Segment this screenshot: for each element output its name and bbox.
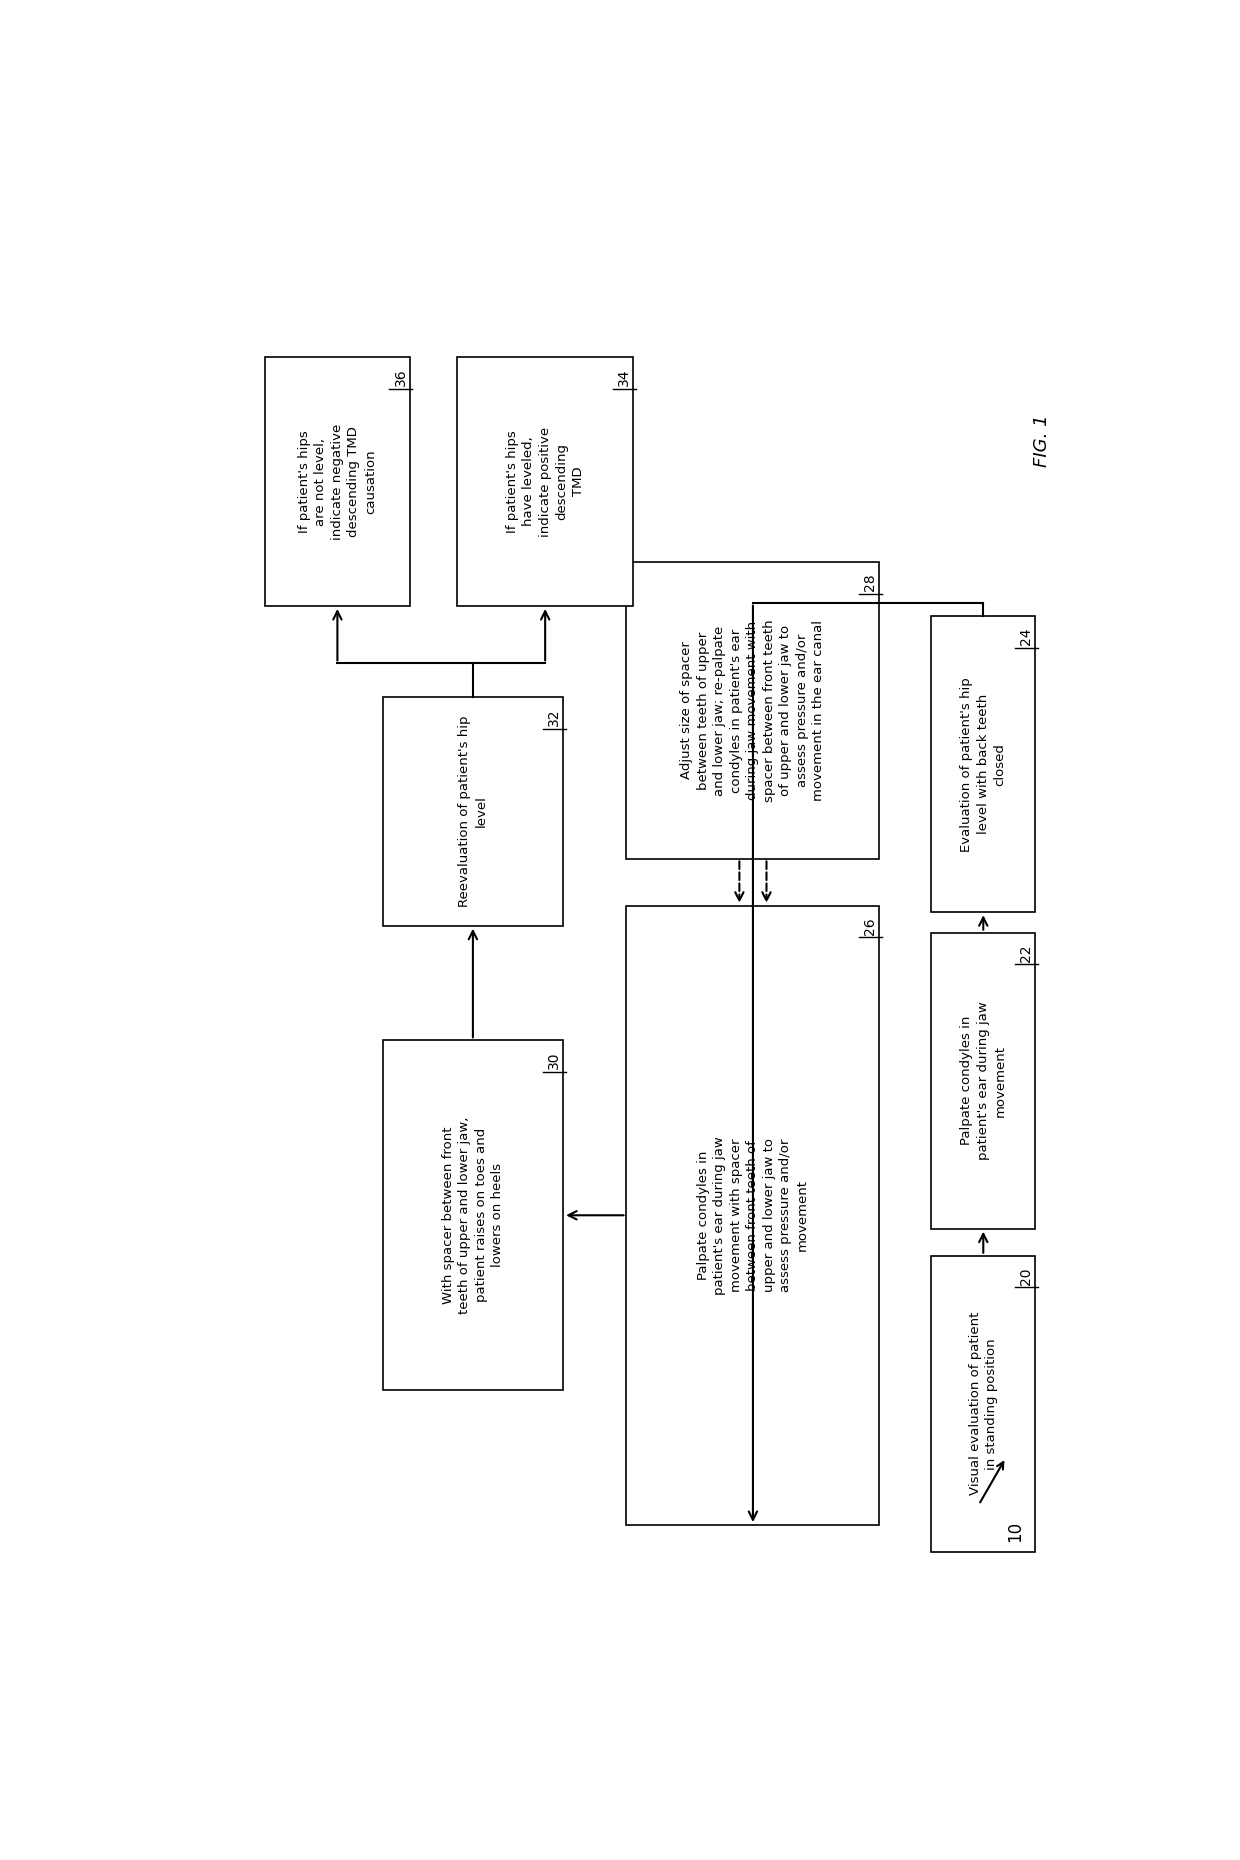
Bar	[265, 357, 409, 606]
Text: FIG. 1: FIG. 1	[1033, 415, 1052, 467]
Text: If patient's hips
are not level,
indicate negative
descending TMD
causation: If patient's hips are not level, indicat…	[298, 424, 377, 539]
Text: Visual evaluation of patient
in standing position: Visual evaluation of patient in standing…	[968, 1311, 998, 1495]
Text: 32: 32	[547, 709, 562, 725]
Bar	[458, 357, 634, 606]
Text: 22: 22	[1019, 945, 1033, 962]
Bar	[626, 562, 879, 859]
Text: 26: 26	[863, 917, 878, 934]
Text: Evaluation of patient's hip
level with back teeth
closed: Evaluation of patient's hip level with b…	[960, 677, 1007, 852]
Text: 24: 24	[1019, 627, 1033, 645]
Text: Reevaluation of patient's hip
level: Reevaluation of patient's hip level	[458, 716, 487, 908]
Bar	[626, 906, 879, 1525]
Text: 28: 28	[863, 573, 878, 591]
Bar	[931, 616, 1035, 913]
Text: 20: 20	[1019, 1267, 1033, 1285]
Text: With spacer between front
teeth of upper and lower jaw,
patient raises on toes a: With spacer between front teeth of upper…	[441, 1116, 505, 1313]
Text: 10: 10	[1006, 1521, 1024, 1542]
Text: Palpate condyles in
patient's ear during jaw
movement with spacer
between front : Palpate condyles in patient's ear during…	[697, 1136, 808, 1295]
Text: If patient's hips
have leveled,
indicate positive
descending
TMD: If patient's hips have leveled, indicate…	[506, 426, 585, 538]
Text: Palpate condyles in
patient's ear during jaw
movement: Palpate condyles in patient's ear during…	[960, 1001, 1007, 1161]
Bar	[383, 698, 563, 926]
Bar	[931, 1256, 1035, 1551]
Text: 36: 36	[393, 368, 408, 387]
Text: 30: 30	[547, 1051, 562, 1069]
Bar	[931, 932, 1035, 1229]
Bar	[383, 1040, 563, 1389]
Text: Adjust size of spacer
between teeth of upper
and lower jaw; re-palpate
condyles : Adjust size of spacer between teeth of u…	[681, 619, 826, 802]
Text: 34: 34	[618, 368, 631, 387]
